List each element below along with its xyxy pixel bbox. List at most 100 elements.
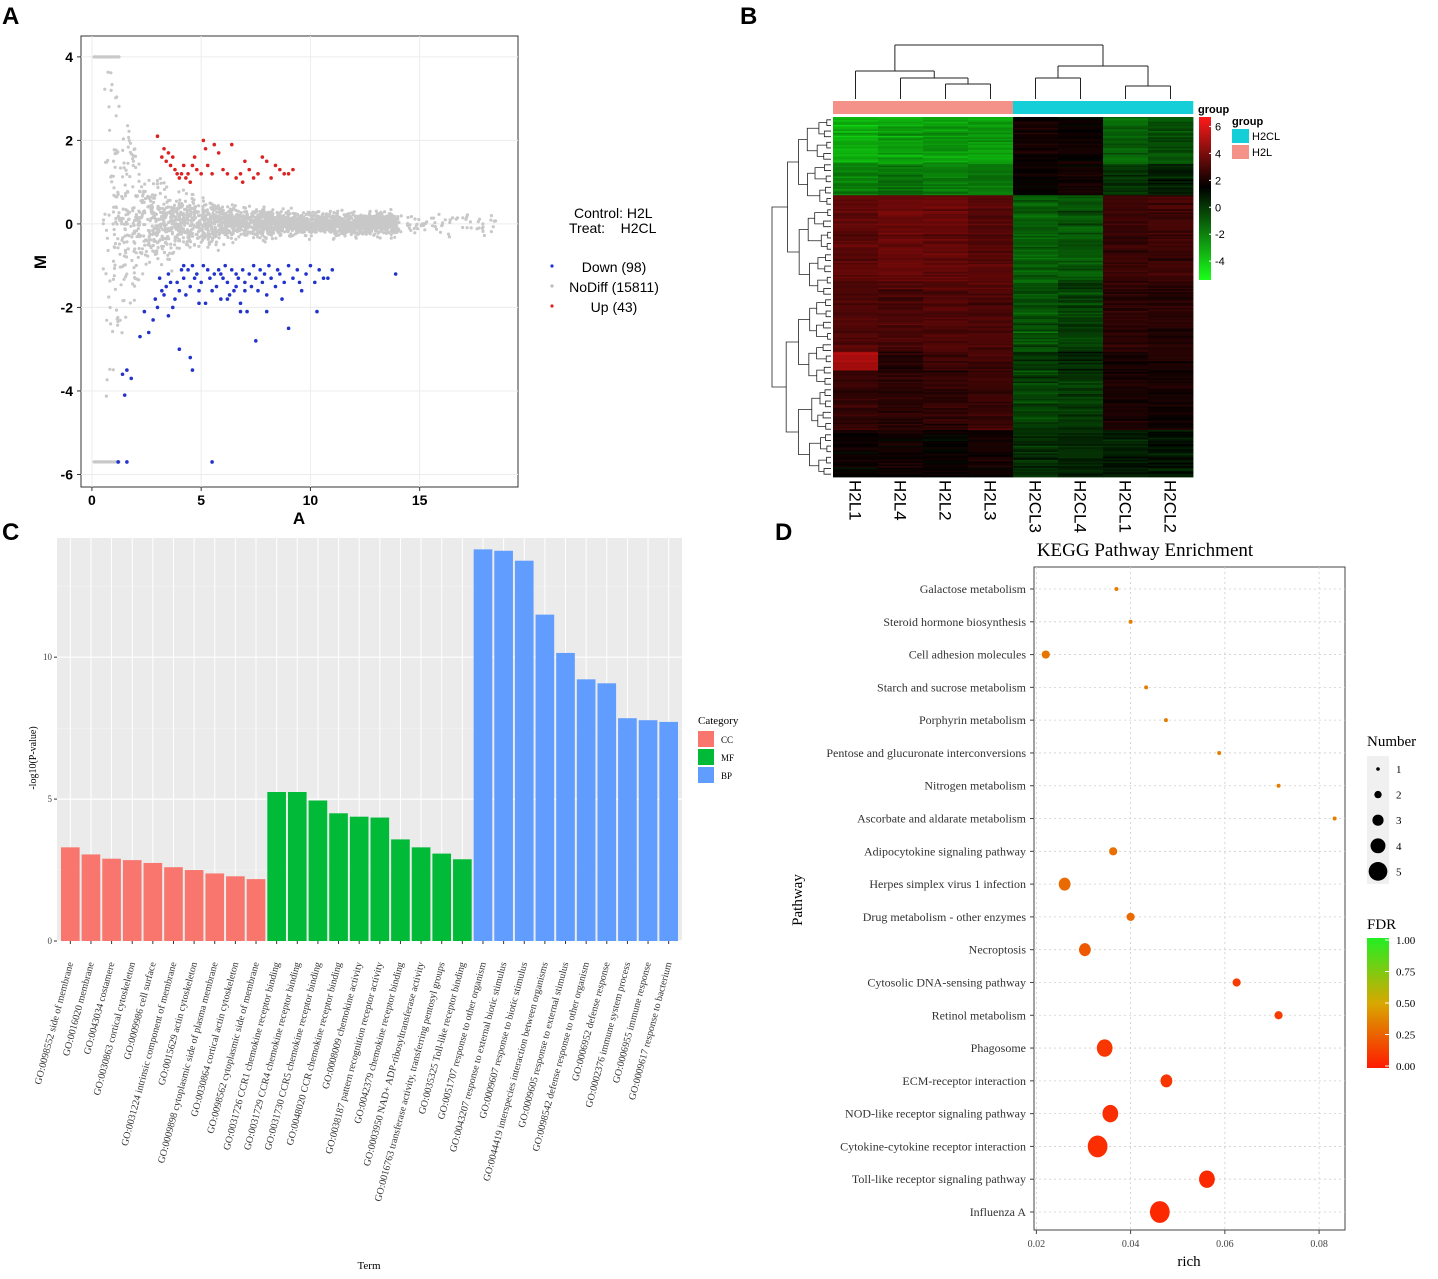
heatmap-cell (1058, 198, 1104, 201)
kegg-pathway-label-14: Phagosome (971, 1041, 1026, 1055)
heatmap-cell (1058, 444, 1104, 447)
heatmap-cell (833, 369, 879, 371)
heatmap-cell (1148, 329, 1194, 332)
heatmap-cell (1058, 351, 1104, 354)
heatmap-cell (923, 248, 969, 251)
heatmap-cell (968, 176, 1014, 179)
heatmap-cell (923, 232, 969, 235)
heatmap-cell (1103, 187, 1149, 190)
kegg-bubble-12 (1232, 978, 1241, 987)
heatmap-cell (1058, 436, 1104, 439)
heatmap-cell (878, 409, 924, 412)
heatmap-cell (1013, 322, 1059, 325)
heatmap-cell (878, 190, 924, 193)
heatmap-cell (968, 333, 1014, 335)
heatmap-cell (1013, 290, 1059, 293)
heatmap-cell (923, 275, 969, 278)
heatmap-cell (1058, 348, 1104, 351)
heatmap-row-dendro-seg-22 (823, 366, 831, 374)
heatmap-cell (968, 376, 1014, 379)
heatmap-cell (1103, 259, 1149, 262)
heatmap-cell (878, 124, 924, 127)
heatmap-cell (968, 123, 1014, 126)
ma-y-tick-label-4: -4 (61, 383, 74, 399)
heatmap-cell (968, 390, 1014, 393)
heatmap-cell (1103, 273, 1149, 276)
heatmap-cell (1148, 378, 1194, 381)
heatmap-cell (968, 420, 1014, 423)
heatmap-cell (1013, 459, 1059, 462)
heatmap-cell (968, 383, 1014, 386)
heatmap-cell (923, 304, 969, 307)
heatmap-cell (833, 187, 879, 190)
go-legend-label-2: BP (721, 771, 732, 781)
heatmap-cell (833, 345, 879, 348)
heatmap-cell (1058, 257, 1104, 260)
heatmap-cell (1148, 451, 1194, 454)
heatmap-cell (923, 392, 969, 395)
heatmap-cell (1148, 148, 1194, 151)
heatmap-cell (878, 157, 924, 160)
heatmap-cell (1148, 160, 1194, 163)
heatmap-row-dendro-seg-24 (824, 389, 831, 396)
heatmap-cell (1013, 445, 1059, 448)
heatmap-cell (878, 204, 924, 207)
ma-up-point-38 (291, 167, 295, 172)
ma-up-point-29 (251, 176, 256, 180)
heatmap-cell (1058, 193, 1104, 196)
heatmap-cell (1058, 204, 1104, 207)
heatmap-cell (923, 461, 969, 464)
heatmap-cell (878, 445, 924, 448)
heatmap-cell (1058, 365, 1104, 368)
heatmap-cell (878, 417, 924, 420)
heatmap-cell (878, 151, 924, 154)
heatmap-cell (923, 271, 969, 274)
heatmap-cell (1013, 373, 1059, 376)
heatmap-cell (878, 415, 924, 418)
ma-down-point-1 (125, 460, 129, 464)
heatmap-cell (833, 378, 879, 381)
heatmap-cell (1013, 287, 1059, 290)
heatmap-row-dendro-seg-23 (824, 378, 831, 385)
ma-down-point-58 (264, 293, 269, 297)
heatmap-cell (1013, 185, 1059, 188)
heatmap-cell (1103, 322, 1149, 325)
heatmap-cell (968, 362, 1014, 365)
heatmap-cell (833, 167, 879, 170)
kegg-pathway-label-17: Cytokine-cytokine receptor interaction (840, 1139, 1026, 1153)
heatmap-cell (1058, 245, 1104, 248)
kegg-bubble-1 (1128, 619, 1133, 624)
heatmap-cell (833, 237, 879, 240)
heatmap-cell (923, 430, 969, 433)
heatmap-cell (878, 453, 924, 456)
heatmap-cell (1103, 192, 1149, 195)
heatmap-cell (968, 397, 1014, 400)
heatmap-cell (1148, 137, 1194, 140)
heatmap-cell (1013, 289, 1059, 292)
heatmap-cell (1013, 405, 1059, 407)
heatmap-cell (1103, 426, 1149, 429)
heatmap-cell (833, 400, 879, 403)
heatmap-cell (968, 127, 1014, 130)
kegg-bubble-5 (1217, 750, 1222, 755)
heatmap-cell (968, 325, 1014, 328)
heatmap-cell (1103, 270, 1149, 273)
ma-down-point-68 (299, 288, 304, 293)
heatmap-cell (1103, 123, 1149, 126)
heatmap-cell (833, 331, 879, 334)
heatmap-cell (923, 246, 969, 249)
ma-down-point-53 (254, 276, 258, 281)
heatmap-row-dendro-seg-43 (816, 369, 825, 382)
heatmap-cell (1013, 223, 1059, 226)
heatmap-cell (1103, 132, 1149, 135)
ma-down-point-66 (291, 276, 295, 281)
heatmap-cell (1148, 159, 1194, 162)
heatmap-cell (1058, 453, 1104, 456)
heatmap-cell (878, 423, 924, 426)
heatmap-cell (923, 159, 969, 162)
heatmap-cell (1013, 323, 1059, 326)
heatmap-cell (833, 458, 879, 461)
heatmap-cell (1058, 340, 1104, 343)
heatmap-cell (1148, 473, 1194, 476)
heatmap-cell (1103, 124, 1149, 127)
